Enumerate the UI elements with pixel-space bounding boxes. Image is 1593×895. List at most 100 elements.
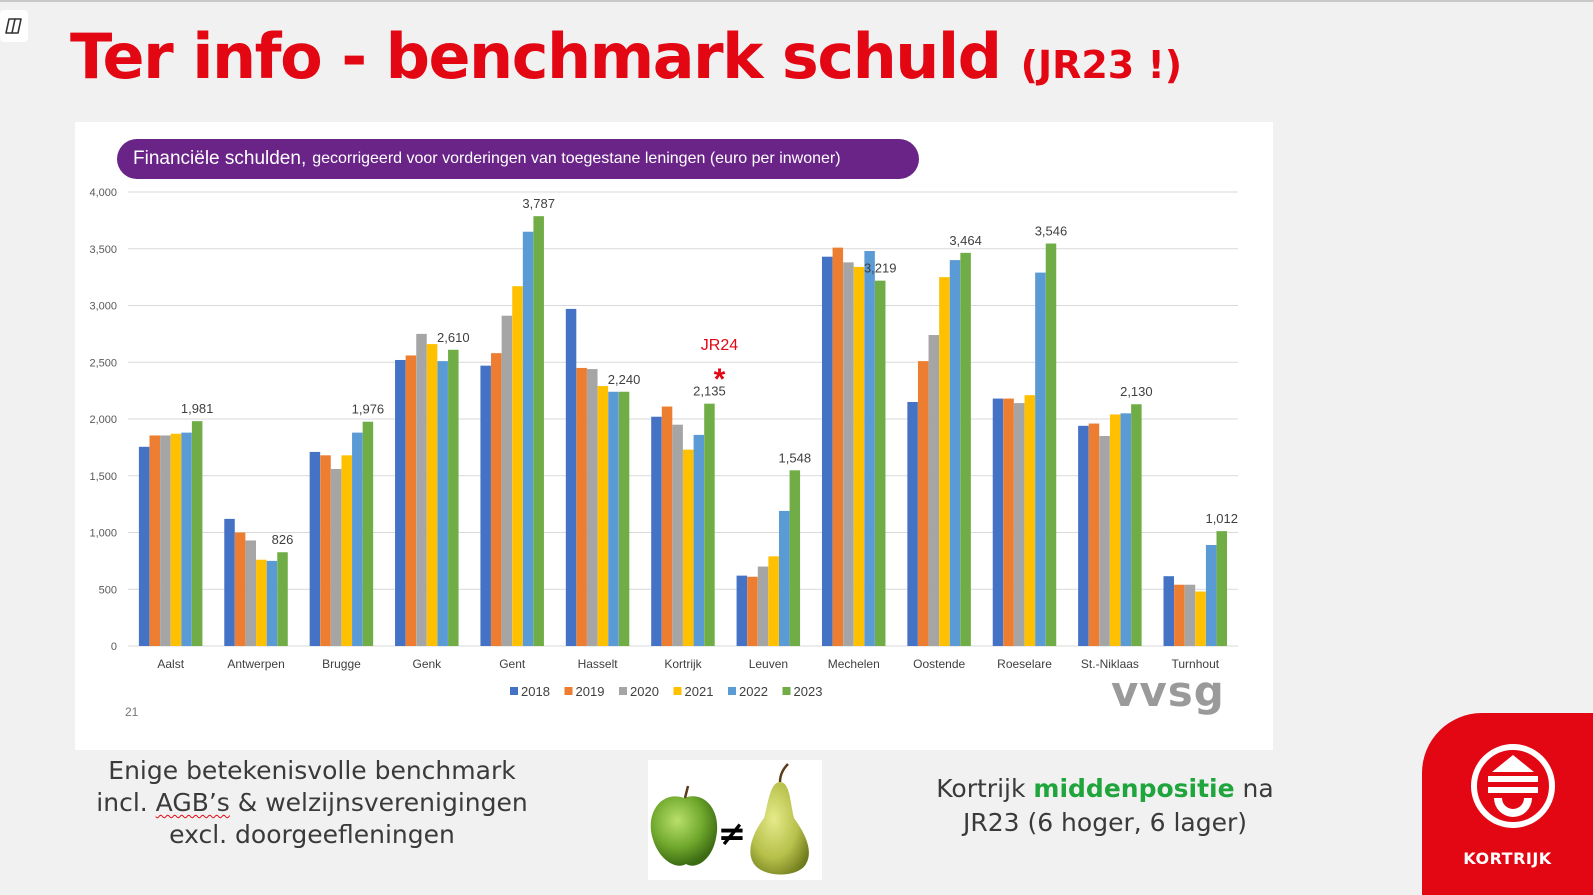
y-tick-label: 500: [99, 584, 117, 596]
note-agb: AGB’s: [155, 788, 230, 817]
bar: [1131, 404, 1142, 646]
apple-pear-image: ≠: [648, 760, 822, 880]
bar: [864, 251, 875, 646]
benchmark-note-line-1: Enige betekenisvolle benchmark: [108, 756, 516, 785]
bar: [618, 391, 630, 646]
position-note-line-1: Kortrijk middenpositie na: [935, 772, 1275, 806]
chart-banner: Financiële schulden, gecorrigeerd voor v…: [117, 139, 919, 179]
data-label: 1,012: [1205, 511, 1238, 526]
x-tick-label: St.-Niklaas: [1081, 657, 1139, 671]
position-suffix: na: [1234, 774, 1274, 803]
legend-swatch: [673, 687, 682, 695]
x-tick-label: Gent: [499, 657, 526, 671]
bar: [736, 575, 748, 646]
data-label: 826: [272, 532, 294, 547]
pear-icon: [750, 763, 809, 875]
bar: [1174, 584, 1185, 646]
x-tick-label: Mechelen: [828, 657, 880, 671]
slide-title-suffix: (JR23 !): [1020, 43, 1183, 87]
legend-swatch: [782, 687, 791, 695]
data-label: 3,546: [1035, 224, 1068, 239]
position-prefix: Kortrijk: [936, 774, 1034, 803]
data-label: 1,981: [181, 401, 214, 416]
chart-banner-rest: gecorrigeerd voor vorderingen van toeges…: [312, 150, 841, 167]
bar: [1078, 425, 1089, 646]
kortrijk-emblem-icon: [1471, 744, 1555, 828]
bar: [138, 446, 150, 646]
copilot-icon[interactable]: [0, 10, 28, 42]
chart-banner-bold: Financiële schulden,: [133, 148, 307, 169]
data-label: 3,219: [864, 261, 897, 276]
x-tick-label: Antwerpen: [227, 657, 284, 671]
bar: [245, 540, 256, 646]
bar: [1003, 398, 1014, 646]
bar: [234, 532, 246, 646]
chart-image: 0 500 1,000 1,500 2,000 2,500 3,000 3,500 4,000 1…: [75, 122, 1273, 750]
bar: [917, 361, 929, 646]
bar: [512, 286, 523, 646]
y-tick-label: 3,000: [89, 301, 117, 313]
bar: [191, 421, 203, 646]
vvsg-logo: vvsg: [1111, 667, 1225, 716]
bar: [395, 359, 406, 646]
x-tick-label: Oostende: [913, 657, 965, 671]
bar: [874, 280, 886, 646]
slide-title: Ter info - benchmark schuld (JR23 !): [70, 14, 1182, 108]
debt-bar-chart: 0 500 1,000 1,500 2,000 2,500 3,000 3,500 4,000 1…: [89, 187, 1238, 699]
y-tick-label: 2,000: [89, 414, 117, 426]
bar: [928, 335, 940, 646]
x-tick-label: Genk: [413, 657, 443, 671]
x-tick-label: Leuven: [749, 657, 788, 671]
slide-title-main: Ter info - benchmark schuld: [70, 20, 1002, 93]
bar: [416, 333, 427, 646]
data-label: 3,787: [522, 196, 555, 211]
bar: [160, 435, 171, 646]
bar: [181, 432, 192, 646]
bar: [1045, 243, 1057, 646]
bar: [149, 435, 160, 646]
bar: [992, 398, 1004, 646]
benchmark-note-line-2: incl. AGB’s & welzijnsverenigingen: [92, 787, 532, 819]
bar: [1195, 591, 1206, 646]
x-tick-label: Brugge: [322, 657, 361, 671]
data-label: 2,135: [693, 384, 726, 399]
not-equal-sign: ≠: [718, 814, 747, 854]
bar: [448, 349, 459, 646]
data-label: 3,464: [949, 233, 982, 248]
note-incl: incl.: [96, 788, 156, 817]
y-tick-label: 1,000: [89, 528, 117, 540]
bar: [778, 510, 790, 646]
y-tick-label: 1,500: [89, 471, 117, 483]
bar: [576, 367, 587, 646]
bar: [608, 391, 619, 646]
bar: [1088, 423, 1100, 646]
legend-label: 2018: [521, 684, 550, 699]
data-label: 1,976: [352, 402, 385, 417]
bar: [437, 361, 448, 646]
bar: [330, 468, 342, 646]
bar: [1216, 531, 1228, 646]
legend-swatch: [619, 687, 627, 695]
bar: [320, 455, 331, 646]
benchmark-note: Enige betekenisvolle benchmark incl. AGB…: [92, 755, 532, 851]
bar: [757, 566, 769, 646]
x-tick-label: Roeselare: [997, 657, 1052, 671]
legend-swatch: [728, 687, 736, 695]
position-note-line-2: JR23 (6 hoger, 6 lager): [962, 808, 1248, 837]
bar: [565, 308, 577, 646]
legend-swatch: [564, 687, 573, 695]
bar: [907, 401, 918, 646]
data-label: 2,610: [437, 330, 470, 345]
bar: [1035, 272, 1046, 646]
bar: [1109, 414, 1121, 646]
top-border: [0, 0, 1593, 2]
kortrijk-logo-text: KORTRIJK: [1463, 849, 1552, 868]
bar: [683, 449, 694, 646]
bar: [939, 277, 950, 646]
bar: [597, 386, 609, 646]
bar: [501, 315, 513, 646]
bar: [1184, 584, 1196, 646]
bar: [362, 421, 374, 646]
jr24-marker: *: [714, 363, 726, 396]
bar: [256, 559, 267, 646]
